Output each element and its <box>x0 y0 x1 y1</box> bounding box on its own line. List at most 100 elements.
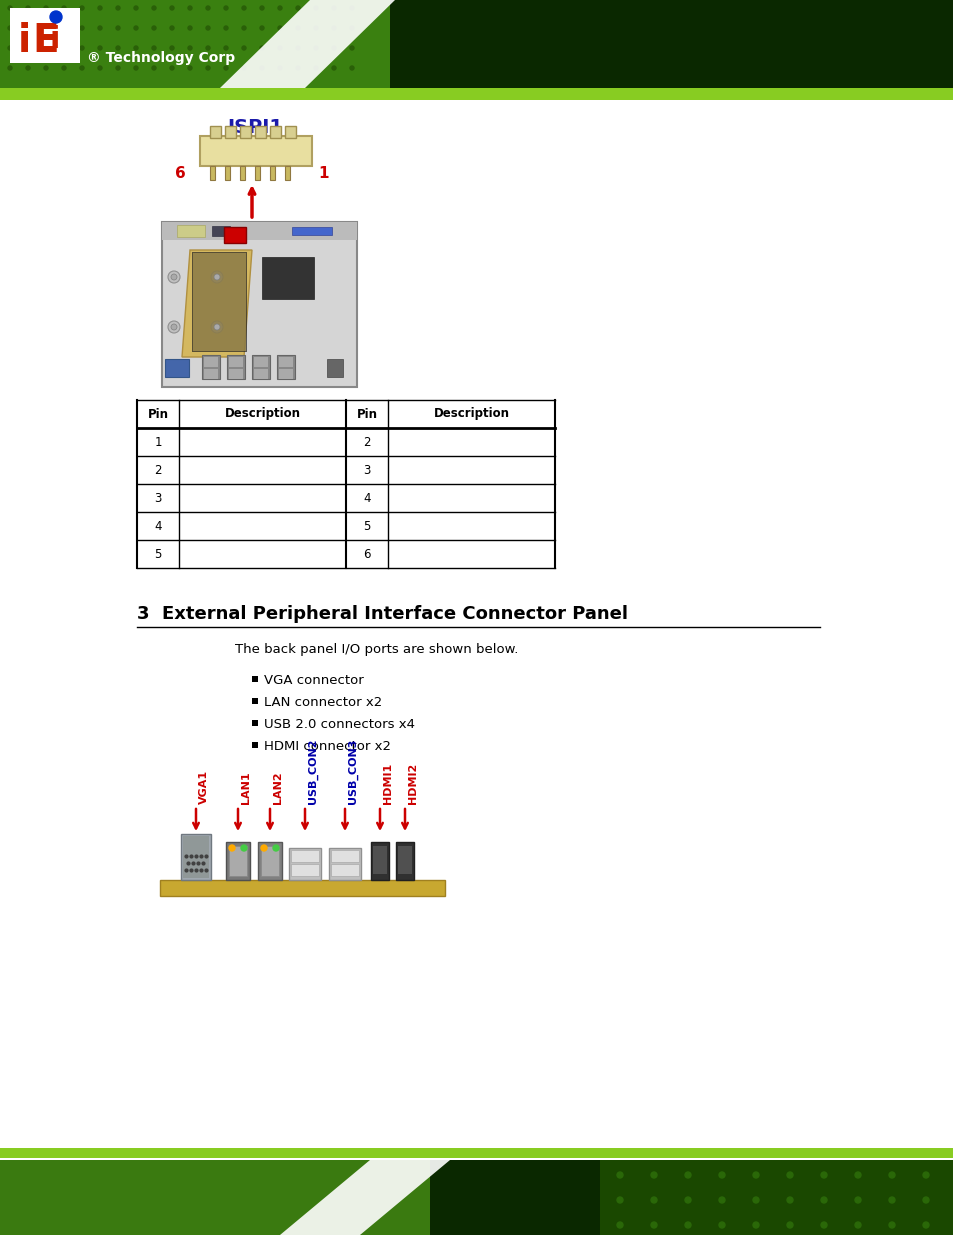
Polygon shape <box>220 0 395 88</box>
Bar <box>276 354 294 379</box>
Bar <box>252 720 257 726</box>
Bar <box>329 848 360 881</box>
Circle shape <box>719 1221 724 1228</box>
Circle shape <box>224 6 228 10</box>
Circle shape <box>224 26 228 30</box>
Text: Pin: Pin <box>356 408 377 420</box>
Circle shape <box>188 26 192 30</box>
Circle shape <box>260 46 264 49</box>
Polygon shape <box>182 249 252 357</box>
Bar <box>0 1160 953 1235</box>
Bar <box>210 165 214 180</box>
Text: USB_CON2: USB_CON2 <box>308 739 318 804</box>
Bar <box>285 165 290 180</box>
Circle shape <box>44 26 48 30</box>
Circle shape <box>116 65 120 70</box>
Circle shape <box>116 6 120 10</box>
Circle shape <box>650 1172 657 1178</box>
Text: i: i <box>50 25 60 54</box>
Text: i: i <box>18 22 31 61</box>
Circle shape <box>314 6 317 10</box>
Bar <box>253 357 268 367</box>
Text: Description: Description <box>224 408 300 420</box>
Circle shape <box>241 845 247 851</box>
Circle shape <box>80 26 84 30</box>
Text: 5: 5 <box>363 520 371 532</box>
Circle shape <box>50 11 62 23</box>
Bar <box>240 165 245 180</box>
Bar <box>599 1160 953 1235</box>
Circle shape <box>8 65 12 70</box>
Circle shape <box>188 6 192 10</box>
Text: 5: 5 <box>154 547 161 561</box>
Bar <box>212 226 230 236</box>
Text: JSPI1: JSPI1 <box>227 119 283 137</box>
Circle shape <box>277 46 282 49</box>
Text: ® Technology Corp: ® Technology Corp <box>87 51 234 65</box>
Circle shape <box>719 1197 724 1203</box>
Circle shape <box>821 1172 826 1178</box>
Bar <box>257 842 282 881</box>
Circle shape <box>719 1172 724 1178</box>
Circle shape <box>617 1221 622 1228</box>
Circle shape <box>295 65 299 70</box>
Bar <box>278 357 293 367</box>
Bar <box>289 848 320 881</box>
Circle shape <box>277 6 282 10</box>
Circle shape <box>116 26 120 30</box>
Circle shape <box>98 6 102 10</box>
Circle shape <box>80 65 84 70</box>
Circle shape <box>26 65 30 70</box>
Circle shape <box>314 65 317 70</box>
Bar <box>204 369 218 379</box>
Bar <box>390 0 953 88</box>
Circle shape <box>44 46 48 49</box>
Text: HDMI1: HDMI1 <box>382 763 393 804</box>
Text: E: E <box>32 22 58 61</box>
Circle shape <box>171 274 177 280</box>
Circle shape <box>8 6 12 10</box>
Bar <box>270 165 274 180</box>
Bar <box>224 227 246 243</box>
Circle shape <box>923 1197 928 1203</box>
Circle shape <box>98 46 102 49</box>
Circle shape <box>617 1197 622 1203</box>
Circle shape <box>821 1197 826 1203</box>
Circle shape <box>295 6 299 10</box>
Text: 2: 2 <box>154 463 162 477</box>
Bar <box>254 126 266 138</box>
Bar <box>252 676 257 682</box>
Bar <box>270 126 281 138</box>
Circle shape <box>170 65 173 70</box>
Circle shape <box>188 65 192 70</box>
Bar <box>162 222 356 387</box>
Circle shape <box>98 65 102 70</box>
Circle shape <box>44 65 48 70</box>
Circle shape <box>206 46 210 49</box>
Circle shape <box>98 26 102 30</box>
Circle shape <box>133 6 138 10</box>
Circle shape <box>8 26 12 30</box>
Circle shape <box>62 46 66 49</box>
Bar <box>252 698 257 704</box>
Circle shape <box>854 1221 861 1228</box>
Circle shape <box>350 46 354 49</box>
Bar <box>285 126 295 138</box>
Bar <box>240 126 251 138</box>
Circle shape <box>786 1197 792 1203</box>
Circle shape <box>206 6 210 10</box>
Text: VGA1: VGA1 <box>199 769 209 804</box>
Circle shape <box>213 274 220 280</box>
Bar <box>202 354 220 379</box>
Bar <box>225 165 230 180</box>
Bar <box>177 225 205 237</box>
Text: 6: 6 <box>175 167 186 182</box>
Circle shape <box>152 46 156 49</box>
Circle shape <box>168 270 180 283</box>
Bar <box>183 836 209 878</box>
Bar <box>373 846 387 874</box>
Circle shape <box>923 1221 928 1228</box>
Circle shape <box>332 26 335 30</box>
Bar <box>327 359 343 377</box>
Polygon shape <box>280 1160 450 1235</box>
